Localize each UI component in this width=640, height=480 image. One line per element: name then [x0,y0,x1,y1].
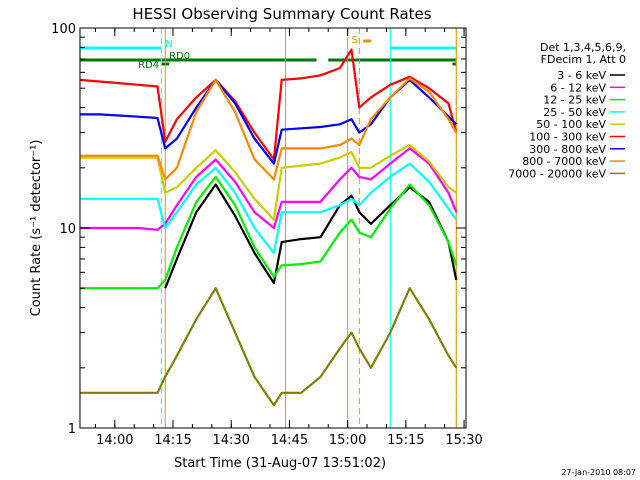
y-axis: 1 10 100 [51,22,466,437]
series-line-2 [79,147,458,231]
flag-label-n: N [165,39,172,50]
legend-label-8: 800 - 7000 keV [522,155,606,168]
x-tick-label-6: 15:15 [387,433,424,448]
y-tick-label-1: 1 [68,422,76,437]
series-line-1 [164,183,458,289]
chart-title: HESSI Observing Summary Count Rates [132,5,431,23]
legend-label-4: 25 - 50 keV [543,106,606,119]
series-line-9 [79,287,458,407]
series-line-3 [79,175,458,290]
legend-label-9: 7000 - 20000 keV [508,167,606,180]
legend-label-7: 300 - 800 keV [529,143,606,156]
legend-header-2: FDecim 1, Att 0 [541,53,626,66]
x-tick-label-1: 14:00 [96,433,133,448]
series-lines [79,48,458,407]
legend-label-6: 100 - 300 keV [529,131,606,144]
series-line-5 [79,143,457,221]
legend-label-1: 3 - 6 keV [557,69,606,82]
x-tick-label-2: 14:15 [154,433,191,448]
x-tick-label-7: 15:30 [445,433,482,448]
y-axis-label: Count Rate (s⁻¹ detector⁻¹) [29,140,44,317]
legend: Det 1,3,4,5,6,9,FDecim 1, Att 0 3 - 6 keV… [508,41,626,180]
legend-label-2: 6 - 12 keV [550,81,606,94]
y-tick-label-2: 10 [59,222,76,237]
footer-date: 27-Jan-2010 08:07 [561,468,636,477]
series-line-6 [79,48,458,161]
y-tick-label-3: 100 [51,22,76,37]
series-line-4 [79,162,458,255]
x-tick-label-4: 14:45 [271,433,308,448]
flag-label-rd0: RD0 [169,51,190,62]
legend-label-5: 50 - 100 keV [536,118,606,131]
series-line-8 [79,77,458,181]
flag-label-s: S [352,35,358,46]
flag-label-rd4: RD4 [138,60,159,71]
x-tick-label-5: 15:00 [329,433,366,448]
x-tick-label-3: 14:30 [212,433,249,448]
legend-header-1: Det 1,3,4,5,6,9, [540,41,626,54]
x-axis: 14:00 14:15 14:30 14:45 15:00 15:15 15:30 [94,28,483,448]
legend-label-3: 12 - 25 keV [543,94,606,107]
x-axis-label: Start Time (31-Aug-07 13:51:02) [174,456,386,471]
